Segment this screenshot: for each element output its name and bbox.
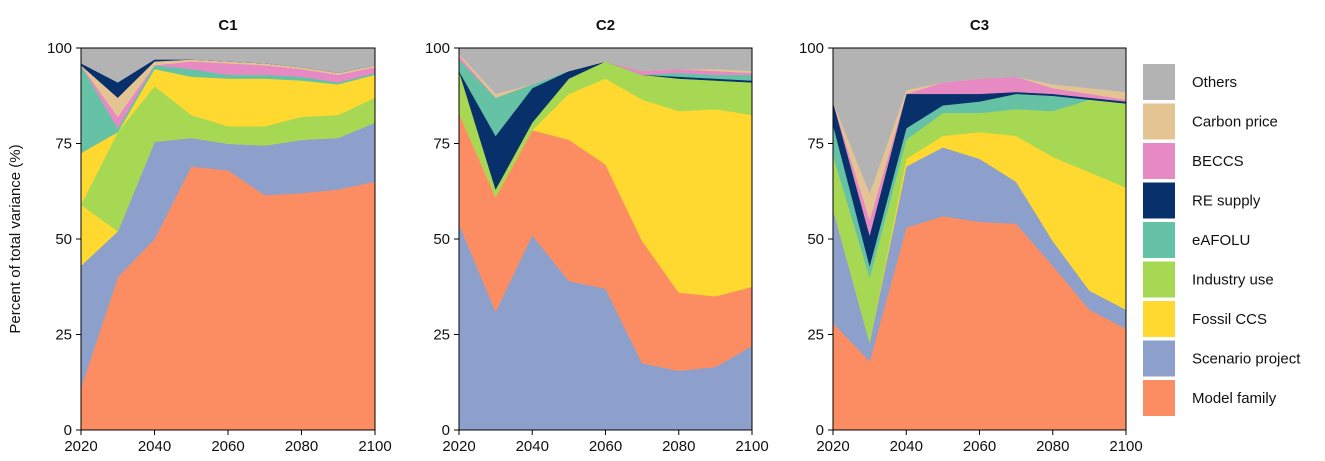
x-tick-label: 2080 xyxy=(662,438,695,455)
x-tick-label: 2040 xyxy=(138,438,171,455)
y-tick-label: 100 xyxy=(47,40,72,57)
legend: Others Carbon price BECCS RE supply eAFOLU In… xyxy=(1143,64,1301,416)
y-tick-label: 25 xyxy=(807,327,824,344)
legend-swatch-re-supply xyxy=(1143,182,1175,219)
x-tick-label: 2040 xyxy=(516,438,549,455)
x-tick-label: 2100 xyxy=(1109,438,1142,455)
y-tick-label: 0 xyxy=(64,422,72,439)
x-tick-label: 2080 xyxy=(285,438,318,455)
x-tick-label: 2020 xyxy=(64,438,97,455)
legend-label-scenario-project: Scenario project xyxy=(1192,351,1301,368)
legend-swatch-eafolu xyxy=(1143,222,1175,258)
panel-c2: C2 0 25 50 75 100 2020 2040 2060 2080 2100 xyxy=(425,17,769,455)
legend-swatch-model-family xyxy=(1143,380,1175,416)
legend-label-others: Others xyxy=(1192,74,1237,91)
legend-label-re-supply: RE supply xyxy=(1192,193,1261,210)
x-tick-label: 2020 xyxy=(816,438,849,455)
y-tick-label: 25 xyxy=(433,327,450,344)
legend-label-carbon-price: Carbon price xyxy=(1192,114,1278,131)
x-tick-label: 2060 xyxy=(963,438,996,455)
y-tick-label: 50 xyxy=(433,231,450,248)
y-tick-label: 50 xyxy=(807,231,824,248)
y-axis-label: Percent of total variance (%) xyxy=(7,144,24,333)
legend-swatch-fossil-ccs xyxy=(1143,301,1175,337)
legend-label-beccs: BECCS xyxy=(1192,153,1244,170)
y-tick-label: 75 xyxy=(807,136,824,153)
panel-c3: C3 0 25 50 75 100 2020 2040 2060 2080 2100 xyxy=(799,17,1143,455)
x-tick-label: 2060 xyxy=(589,438,622,455)
y-tick-label: 100 xyxy=(425,40,450,57)
y-tick-label: 0 xyxy=(442,422,450,439)
y-tick-label: 50 xyxy=(55,231,72,248)
y-tick-label: 0 xyxy=(816,422,824,439)
x-tick-label: 2100 xyxy=(358,438,391,455)
y-tick-label: 100 xyxy=(799,40,824,57)
y-tick-label: 25 xyxy=(55,327,72,344)
x-tick-label: 2040 xyxy=(890,438,923,455)
panel-c1: C1 0 25 50 75 100 2020 2040 2060 2080 2100 xyxy=(47,17,392,455)
legend-label-eafolu: eAFOLU xyxy=(1192,232,1250,249)
panel-title: C3 xyxy=(970,17,989,34)
panel-title: C1 xyxy=(218,17,237,34)
legend-swatch-others xyxy=(1143,64,1175,100)
x-tick-label: 2100 xyxy=(735,438,768,455)
x-tick-label: 2020 xyxy=(442,438,475,455)
panel-title: C2 xyxy=(596,17,615,34)
legend-label-industry-use: Industry use xyxy=(1192,272,1274,289)
legend-swatch-carbon-price xyxy=(1143,103,1175,140)
legend-swatch-scenario-project xyxy=(1143,340,1175,377)
x-tick-label: 2080 xyxy=(1036,438,1069,455)
x-tick-label: 2060 xyxy=(211,438,244,455)
y-tick-label: 75 xyxy=(433,136,450,153)
legend-swatch-industry-use xyxy=(1143,261,1175,298)
legend-label-fossil-ccs: Fossil CCS xyxy=(1192,311,1267,328)
y-tick-label: 75 xyxy=(55,136,72,153)
legend-swatch-beccs xyxy=(1143,143,1175,179)
legend-label-model-family: Model family xyxy=(1192,390,1277,407)
